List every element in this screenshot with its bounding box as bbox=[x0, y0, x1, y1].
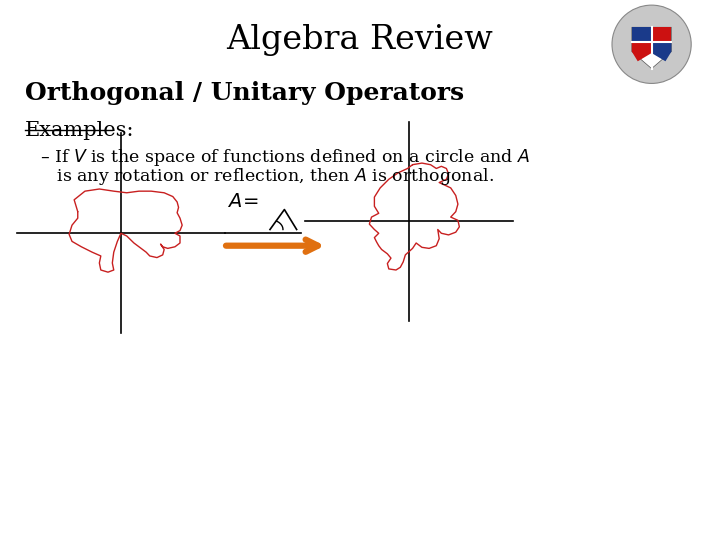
Text: – If $V$ is the space of functions defined on a circle and $A$: – If $V$ is the space of functions defin… bbox=[40, 147, 530, 168]
Text: $A\!=\!$: $A\!=\!$ bbox=[227, 193, 258, 211]
Polygon shape bbox=[652, 27, 671, 42]
Polygon shape bbox=[632, 42, 652, 61]
Text: Examples:: Examples: bbox=[25, 122, 135, 140]
Text: Algebra Review: Algebra Review bbox=[227, 24, 493, 56]
Polygon shape bbox=[652, 42, 671, 61]
Text: Orthogonal / Unitary Operators: Orthogonal / Unitary Operators bbox=[25, 81, 464, 105]
Ellipse shape bbox=[612, 5, 691, 83]
Text: is any rotation or reflection, then $A$ is orthogonal.: is any rotation or reflection, then $A$ … bbox=[40, 166, 493, 187]
Polygon shape bbox=[632, 27, 671, 69]
Polygon shape bbox=[632, 27, 652, 42]
